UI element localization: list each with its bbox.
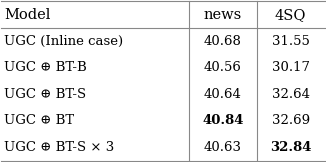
Text: UGC (Inline case): UGC (Inline case) xyxy=(4,35,123,48)
Text: news: news xyxy=(204,8,242,22)
Text: UGC ⊕ BT-S: UGC ⊕ BT-S xyxy=(4,88,86,101)
Text: 31.55: 31.55 xyxy=(272,35,310,48)
Text: 40.64: 40.64 xyxy=(204,88,242,101)
Text: 40.63: 40.63 xyxy=(204,141,242,154)
Text: Model: Model xyxy=(4,8,51,22)
Text: 32.69: 32.69 xyxy=(272,114,310,127)
Text: 30.17: 30.17 xyxy=(272,61,310,74)
Text: 40.68: 40.68 xyxy=(204,35,242,48)
Text: UGC ⊕ BT-B: UGC ⊕ BT-B xyxy=(4,61,87,74)
Text: 32.84: 32.84 xyxy=(270,141,311,154)
Text: 4SQ: 4SQ xyxy=(275,8,306,22)
Text: 40.56: 40.56 xyxy=(204,61,242,74)
Text: UGC ⊕ BT: UGC ⊕ BT xyxy=(4,114,74,127)
Text: 32.64: 32.64 xyxy=(272,88,310,101)
Text: UGC ⊕ BT-S × 3: UGC ⊕ BT-S × 3 xyxy=(4,141,114,154)
Text: 40.84: 40.84 xyxy=(202,114,244,127)
